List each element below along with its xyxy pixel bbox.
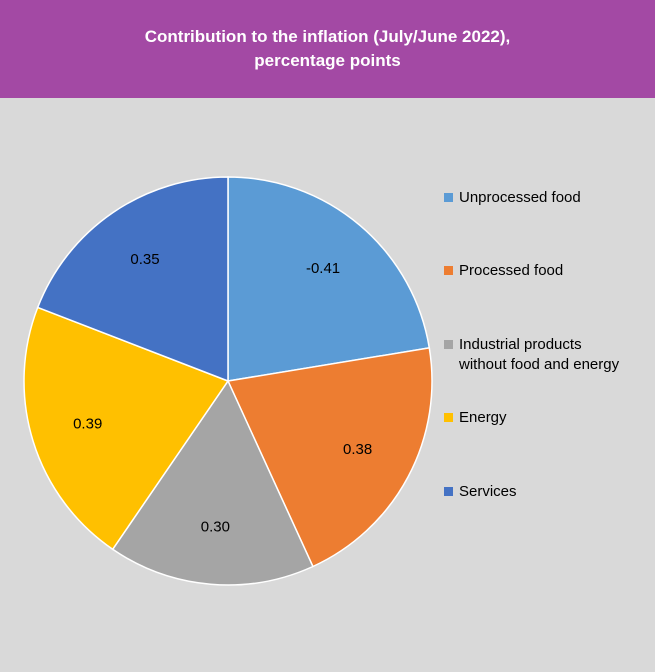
chart-title-banner: Contribution to the inflation (July/June… xyxy=(0,0,655,98)
data-label-processed-food: 0.38 xyxy=(343,441,372,458)
legend-label-processed-food: Processed food xyxy=(459,262,564,279)
data-label-unprocessed-food: -0.41 xyxy=(306,260,340,277)
legend-swatch-unprocessed-food xyxy=(444,193,453,202)
chart-title-line-2: percentage points xyxy=(254,51,401,70)
data-label-industrial-products-without-food-and-energy: 0.30 xyxy=(201,518,230,535)
pie-slice-unprocessed-food xyxy=(227,176,431,382)
legend-item-industrial-products: Industrial products without food and ene… xyxy=(444,335,619,375)
legend-label-energy: Energy xyxy=(459,409,507,426)
legend-swatch-processed-food xyxy=(444,266,453,275)
legend-item-unprocessed-food: Unprocessed food xyxy=(444,188,581,208)
pie-slices xyxy=(23,176,433,586)
legend-label-services: Services xyxy=(459,483,517,500)
data-label-services: 0.35 xyxy=(130,251,159,268)
legend-label-industrial-products-line-1: Industrial products xyxy=(459,336,582,353)
chart-title-line-1: Contribution to the inflation (July/June… xyxy=(144,27,511,46)
pie-data-labels: -0.41 0.38 0.30 0.39 0.35 xyxy=(73,251,372,535)
pie-slice-processed-food xyxy=(226,347,433,568)
legend-label-unprocessed-food: Unprocessed food xyxy=(459,189,581,206)
legend-item-energy: Energy xyxy=(444,408,507,428)
legend-label-industrial-products-line-2: without food and energy xyxy=(459,356,620,373)
pie-slice-industrial-products-without-food-and-energy xyxy=(111,379,314,586)
legend-swatch-services xyxy=(444,487,453,496)
legend-swatch-energy xyxy=(444,413,453,422)
legend-item-processed-food: Processed food xyxy=(444,261,563,281)
legend-item-services: Services xyxy=(444,482,517,502)
legend-swatch-industrial-products xyxy=(444,340,453,349)
pie-slice-services xyxy=(36,176,229,383)
pie-slice-energy xyxy=(23,306,230,551)
data-label-energy: 0.39 xyxy=(73,415,102,432)
